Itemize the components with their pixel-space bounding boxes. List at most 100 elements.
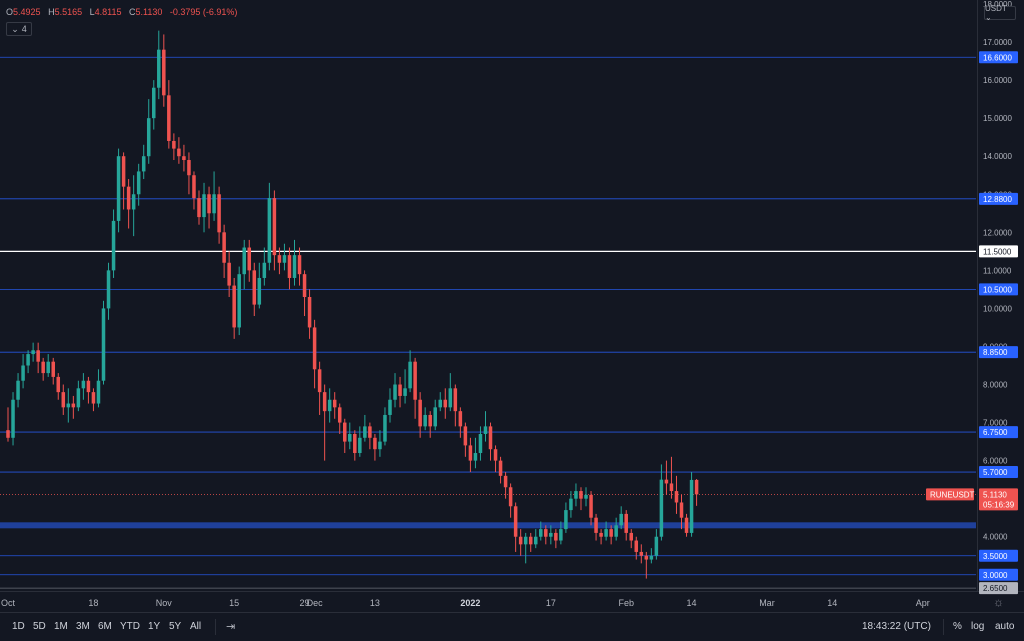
candle-body bbox=[378, 441, 382, 450]
candle-body bbox=[292, 255, 297, 278]
price-tick-label: 10.0000 bbox=[983, 304, 1012, 313]
symbol-label: RUNEUSDT bbox=[930, 490, 975, 499]
price-chart[interactable]: 18.000017.000016.000015.000014.000013.00… bbox=[0, 0, 1024, 612]
candle bbox=[327, 388, 332, 423]
candle-body bbox=[247, 247, 252, 271]
candle bbox=[267, 182, 272, 271]
candle-body bbox=[513, 506, 518, 537]
candle bbox=[634, 536, 639, 560]
candle bbox=[528, 532, 533, 552]
candle bbox=[126, 179, 131, 229]
range-button[interactable]: 5Y bbox=[169, 621, 182, 632]
candle bbox=[172, 133, 176, 161]
candle bbox=[413, 357, 417, 419]
price-tick-label: 17.0000 bbox=[983, 38, 1012, 47]
candle bbox=[6, 407, 10, 442]
indicators-toggle-button[interactable]: ⌄ 4 bbox=[6, 22, 32, 36]
range-button[interactable]: 1M bbox=[54, 621, 68, 632]
candle bbox=[81, 373, 86, 400]
candle-body bbox=[222, 232, 226, 263]
candle bbox=[353, 430, 357, 461]
candle bbox=[358, 426, 362, 457]
candle bbox=[106, 262, 111, 320]
percent-scale-toggle[interactable]: % bbox=[953, 621, 962, 632]
candle-body bbox=[549, 532, 553, 537]
date-range-icon[interactable]: ⇥ bbox=[226, 621, 236, 633]
candle bbox=[348, 422, 352, 450]
candle bbox=[41, 357, 45, 381]
candle bbox=[207, 186, 211, 229]
level-price-label: 10.5000 bbox=[983, 285, 1012, 294]
candle bbox=[498, 456, 503, 484]
range-button[interactable]: 1D bbox=[12, 621, 25, 632]
level-price-label: 3.5000 bbox=[983, 552, 1008, 561]
candle bbox=[554, 529, 558, 549]
candle bbox=[659, 464, 664, 541]
candle-body bbox=[302, 274, 307, 297]
candle-body bbox=[388, 399, 392, 415]
range-button[interactable]: YTD bbox=[120, 621, 140, 632]
price-axis-labels: 16.6000 12.8800 11.5000 10.5000 8.8500 6.7500… bbox=[926, 51, 1018, 595]
candle bbox=[654, 529, 659, 560]
candle-body bbox=[21, 365, 25, 381]
symbol-badge bbox=[926, 488, 974, 501]
candle-body bbox=[448, 388, 453, 408]
candle-body bbox=[317, 369, 322, 393]
candle-body bbox=[523, 536, 528, 545]
range-button[interactable]: 6M bbox=[98, 621, 112, 632]
candle-body bbox=[287, 255, 292, 278]
candle bbox=[368, 422, 372, 450]
candle bbox=[212, 171, 216, 221]
candle bbox=[574, 483, 578, 507]
auto-scale-toggle[interactable]: auto bbox=[995, 621, 1015, 632]
candle-body bbox=[66, 403, 71, 408]
support-zone[interactable] bbox=[0, 522, 976, 529]
candle-body bbox=[493, 449, 498, 461]
candle-body bbox=[604, 529, 608, 537]
candle bbox=[36, 342, 40, 374]
candle-body bbox=[594, 517, 598, 533]
candle-body bbox=[146, 118, 151, 157]
price-tick-label: 4.0000 bbox=[983, 533, 1008, 542]
candle-body bbox=[554, 532, 558, 541]
ohlc-change: -0.3795 (-6.91%) bbox=[169, 7, 238, 17]
candle-body bbox=[463, 426, 468, 446]
candle-body bbox=[167, 95, 171, 141]
candle bbox=[604, 521, 608, 541]
candle bbox=[428, 411, 432, 438]
candle-body bbox=[207, 194, 211, 214]
range-button[interactable]: 1Y bbox=[148, 621, 161, 632]
candle-body bbox=[589, 494, 593, 518]
level-price-badge bbox=[979, 51, 1018, 64]
currency-select[interactable]: USDT ⌄ bbox=[984, 4, 1016, 22]
candle-body bbox=[31, 350, 35, 355]
candle-body bbox=[483, 426, 488, 434]
candle-body bbox=[26, 354, 30, 366]
candle bbox=[679, 494, 684, 530]
level-price-label: 16.6000 bbox=[983, 53, 1012, 62]
range-button[interactable]: 3M bbox=[76, 621, 90, 632]
candle bbox=[433, 399, 437, 431]
candle bbox=[448, 373, 453, 412]
candle-body bbox=[574, 491, 578, 499]
candle-body bbox=[488, 426, 493, 450]
range-button[interactable]: All bbox=[190, 621, 202, 632]
candle bbox=[443, 388, 448, 419]
time-tick-label: 17 bbox=[546, 598, 556, 608]
chart-background bbox=[0, 0, 1024, 612]
utc-clock[interactable]: 18:43:22 (UTC) bbox=[862, 621, 931, 632]
candle bbox=[157, 30, 161, 100]
candle bbox=[162, 34, 166, 107]
last-price-label: 5.1130 bbox=[983, 490, 1007, 499]
candle bbox=[473, 437, 478, 469]
candle-body bbox=[116, 156, 121, 221]
log-scale-toggle[interactable]: log bbox=[971, 621, 985, 632]
ohlc-key: L bbox=[89, 7, 95, 17]
candle bbox=[146, 99, 151, 164]
range-button[interactable]: 5D bbox=[33, 621, 46, 632]
candle-body bbox=[353, 433, 357, 454]
gear-icon[interactable]: ☼ bbox=[993, 595, 1004, 609]
candle bbox=[664, 460, 669, 495]
ohlc-legend: O5.4925 H5.5165 L4.8115 C5.1130 -0.3795 … bbox=[6, 7, 242, 17]
